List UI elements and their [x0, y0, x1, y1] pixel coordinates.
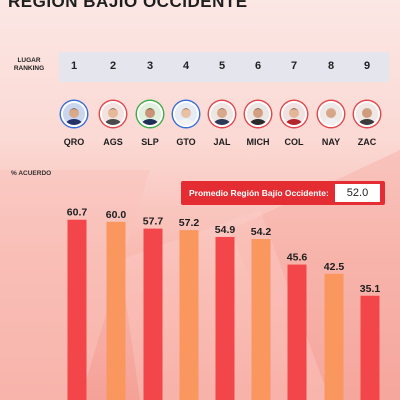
bar-value-label: 60.0 — [106, 209, 127, 221]
bar-value-label: 42.5 — [324, 261, 345, 273]
ranking-bar — [59, 52, 389, 82]
ranking-label: LUGAR RANKING — [13, 57, 45, 72]
bar-slp — [143, 228, 163, 400]
state-label: QRO — [63, 137, 85, 147]
candidate-avatar — [173, 101, 199, 127]
candidate-avatar — [137, 101, 163, 127]
y-axis-label: % ACUERDO — [11, 170, 52, 177]
bar-col — [287, 264, 307, 400]
candidate-avatar — [245, 101, 271, 127]
bar-qro — [67, 219, 87, 400]
bar-value-label: 45.6 — [287, 252, 308, 264]
bar-gto — [179, 230, 199, 400]
candidate-avatar — [100, 101, 126, 127]
state-label: MICH — [246, 137, 270, 147]
bar-value-label: 57.7 — [143, 216, 164, 228]
state-label: ZAC — [357, 137, 377, 147]
state-label: SLP — [141, 137, 159, 147]
rank-number: 5 — [218, 60, 226, 72]
bar-nay — [324, 273, 344, 400]
bar-jal — [215, 236, 235, 400]
bar-value-label: 57.2 — [179, 217, 200, 229]
bar-value-label: 54.9 — [215, 224, 236, 236]
average-value-box — [335, 184, 380, 202]
rank-number: 7 — [290, 60, 298, 72]
bar-zac — [360, 295, 380, 400]
rank-number: 9 — [363, 60, 371, 72]
state-label: GTO — [176, 137, 196, 147]
candidate-avatar — [354, 101, 380, 127]
bar-value-label: 35.1 — [360, 283, 381, 295]
bar-value-label: 60.7 — [67, 207, 88, 219]
bar-mich — [251, 239, 271, 400]
candidate-avatar — [281, 101, 307, 127]
candidate-avatar — [209, 101, 235, 127]
rank-number: 3 — [146, 60, 154, 72]
rank-number: 8 — [327, 60, 335, 72]
average-label: Promedio Región Bajío Occidente: — [189, 188, 329, 198]
candidate-avatar — [318, 101, 344, 127]
rank-number: 1 — [70, 60, 78, 72]
bar-value-label: 54.2 — [251, 226, 272, 238]
rank-number: 2 — [109, 60, 117, 72]
rank-number: 4 — [182, 60, 190, 72]
state-label: COL — [284, 137, 304, 147]
state-label: AGS — [103, 137, 123, 147]
page-title: REGIÓN BAJÍO OCCIDENTE — [8, 0, 248, 11]
average-value: 52.0 — [346, 187, 369, 199]
state-label: NAY — [321, 137, 341, 147]
candidate-avatar — [61, 101, 87, 127]
bar-ags — [106, 221, 126, 400]
state-label: JAL — [213, 137, 231, 147]
rank-number: 6 — [254, 60, 262, 72]
